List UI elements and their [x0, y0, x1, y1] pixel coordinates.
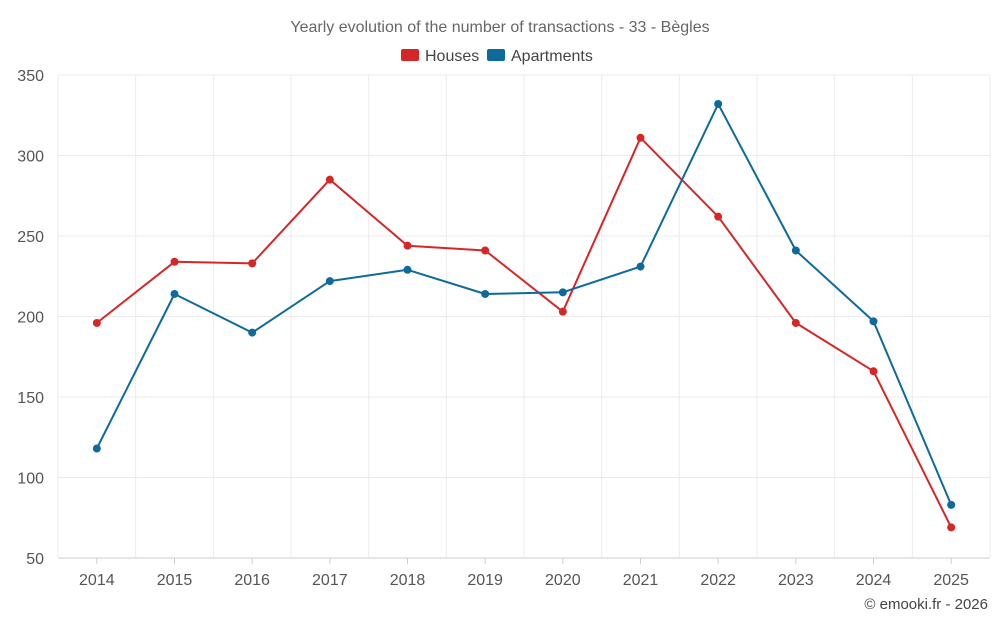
- series-line-apartments: [95, 103, 953, 506]
- credit-text: © emooki.fr - 2026: [864, 596, 988, 613]
- legend[interactable]: Houses Apartments: [401, 48, 593, 65]
- series-layer: [92, 99, 956, 532]
- data-point-houses: [325, 175, 334, 184]
- y-tick-label: 350: [17, 68, 44, 85]
- x-tick-label: 2015: [157, 572, 193, 589]
- legend-label-houses[interactable]: Houses: [425, 48, 479, 65]
- x-tick-label: 2016: [234, 572, 270, 589]
- y-tick-label: 200: [17, 310, 44, 327]
- y-tick-label: 150: [17, 390, 44, 407]
- data-point-houses: [170, 257, 179, 266]
- data-point-apartments: [869, 317, 878, 326]
- data-point-apartments: [92, 444, 101, 453]
- data-point-houses: [403, 241, 412, 250]
- x-tick-label: 2019: [467, 572, 503, 589]
- y-tick-label: 250: [17, 229, 44, 246]
- data-point-houses: [92, 318, 101, 327]
- data-point-apartments: [947, 500, 956, 509]
- grid: [57, 74, 991, 559]
- data-point-apartments: [248, 328, 257, 337]
- x-tick-label: 2020: [545, 572, 581, 589]
- x-tick-label: 2025: [933, 572, 969, 589]
- data-point-apartments: [791, 246, 800, 255]
- legend-swatch-apartments[interactable]: [487, 49, 505, 61]
- x-tick-label: 2024: [856, 572, 892, 589]
- y-tick-label: 50: [26, 551, 44, 568]
- legend-label-apartments[interactable]: Apartments: [511, 48, 593, 65]
- data-point-apartments: [636, 262, 645, 271]
- data-point-apartments: [714, 99, 723, 108]
- data-point-houses: [791, 318, 800, 327]
- chart-title: Yearly evolution of the number of transa…: [290, 19, 709, 36]
- y-tick-label: 300: [17, 149, 44, 166]
- data-point-houses: [869, 367, 878, 376]
- x-tick-label: 2023: [778, 572, 814, 589]
- data-point-houses: [481, 246, 490, 255]
- y-axis-ticks: 50 100 150 200 250 300 350: [17, 68, 44, 568]
- x-tick-label: 2014: [79, 572, 115, 589]
- x-tick-label: 2021: [623, 572, 659, 589]
- y-tick-label: 100: [17, 471, 44, 488]
- x-tick-label: 2017: [312, 572, 348, 589]
- data-point-apartments: [403, 265, 412, 274]
- legend-swatch-houses[interactable]: [401, 49, 419, 61]
- x-axis-ticks: 2014 2015 2016 2017 2018 2019 2020 2021 2022 2023…: [79, 558, 969, 589]
- data-point-apartments: [170, 289, 179, 298]
- series-line-houses: [96, 136, 953, 528]
- data-point-houses: [947, 523, 956, 532]
- data-point-houses: [558, 307, 567, 316]
- x-tick-label: 2022: [700, 572, 736, 589]
- data-point-apartments: [558, 288, 567, 297]
- data-point-houses: [248, 259, 257, 268]
- data-point-houses: [714, 212, 723, 221]
- x-tick-label: 2018: [390, 572, 426, 589]
- data-point-apartments: [325, 277, 334, 286]
- data-point-apartments: [481, 289, 490, 298]
- data-point-houses: [636, 133, 645, 142]
